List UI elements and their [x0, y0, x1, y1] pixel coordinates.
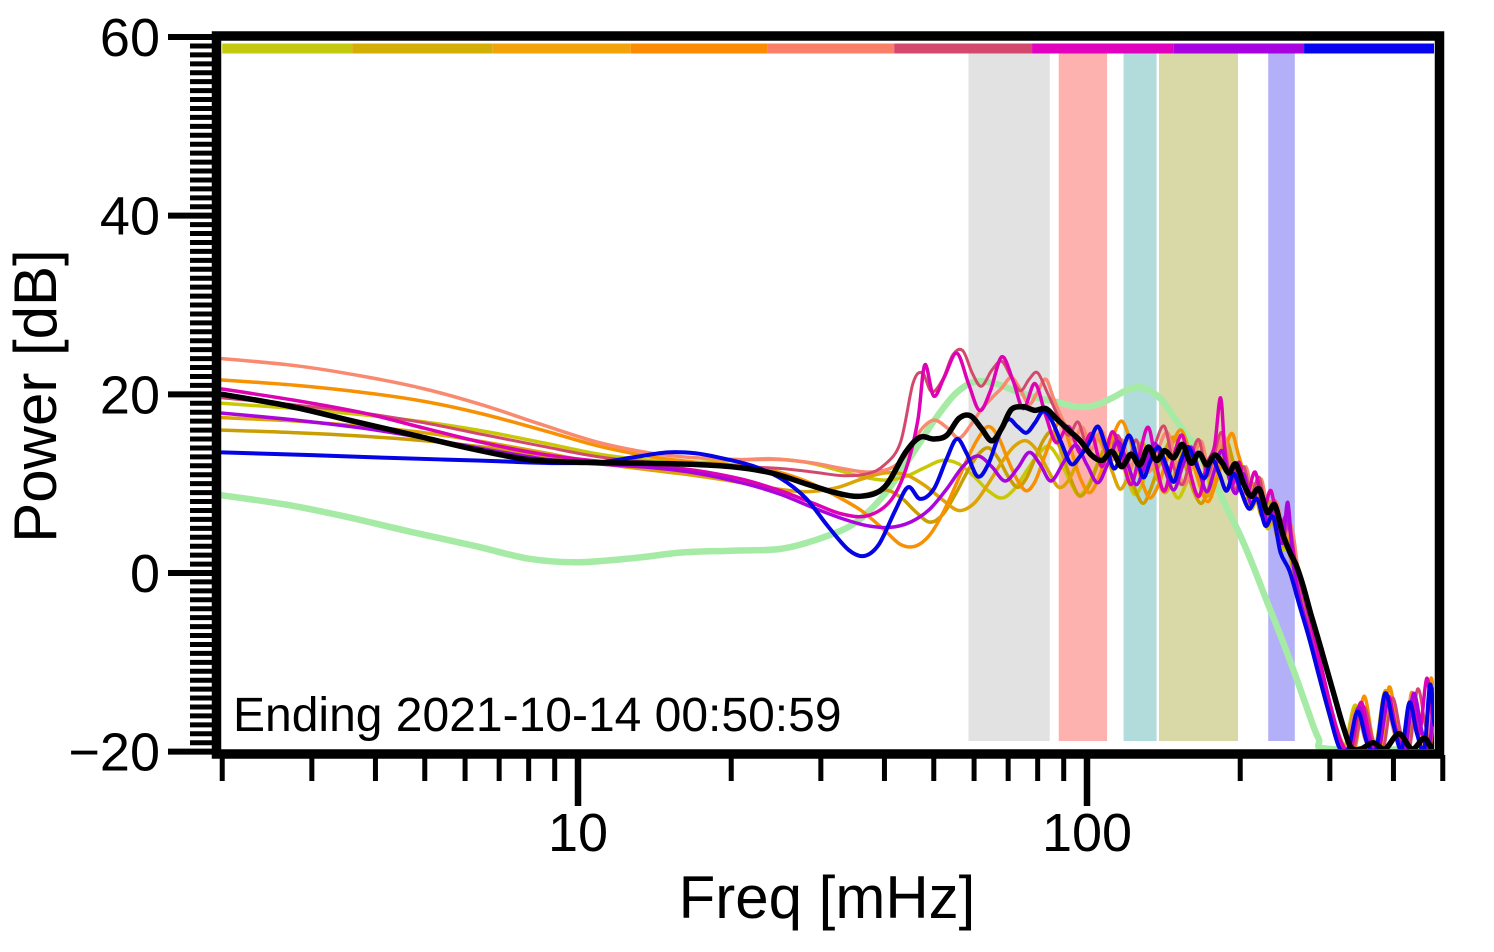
- curve-black-mean: [221, 391, 1434, 749]
- curve-magenta: [221, 351, 1434, 749]
- plot-frame: [211, 31, 1445, 759]
- pink-band: [1058, 53, 1108, 741]
- axis-ticks: [168, 34, 1446, 806]
- khaki-band: [1158, 53, 1239, 741]
- colorbar-segment-5: [894, 43, 1033, 54]
- tick-labels: −20 0 20 40 60 10 100: [68, 8, 1132, 863]
- colorbar-segment-3: [630, 43, 768, 54]
- x-axis-title: Freq [mHz]: [679, 864, 976, 931]
- colorbar-segment-2: [492, 43, 631, 54]
- colorbar-segment-4: [767, 43, 895, 54]
- y-tick-label-60: 60: [100, 8, 160, 68]
- curve-blue: [221, 409, 1434, 749]
- curve-purple: [221, 411, 1434, 749]
- y-axis-title: Power [dB]: [2, 249, 69, 542]
- y-tick-label-0: 0: [130, 544, 160, 604]
- y-tick-label-−20: −20: [68, 723, 160, 783]
- spectra-curves: [221, 347, 1434, 749]
- lavender-band: [1268, 53, 1295, 741]
- colorbar-segment-7: [1173, 43, 1305, 54]
- y-tick-label-40: 40: [100, 187, 160, 247]
- y-tick-label-20: 20: [100, 365, 160, 425]
- colorbar-segment-0: [222, 43, 353, 54]
- top-colorbar: [222, 43, 1434, 54]
- frequency-bands: [968, 53, 1295, 741]
- teal-band: [1123, 53, 1157, 741]
- x-tick-label-10: 10: [548, 803, 608, 863]
- colorbar-segment-6: [1032, 43, 1174, 54]
- curve-green: [221, 377, 1434, 749]
- colorbar-segment-1: [352, 43, 493, 54]
- colorbar-segment-8: [1304, 43, 1434, 54]
- ending-annotation: Ending 2021-10-14 00:50:59: [233, 689, 842, 742]
- x-tick-label-100: 100: [1042, 803, 1132, 863]
